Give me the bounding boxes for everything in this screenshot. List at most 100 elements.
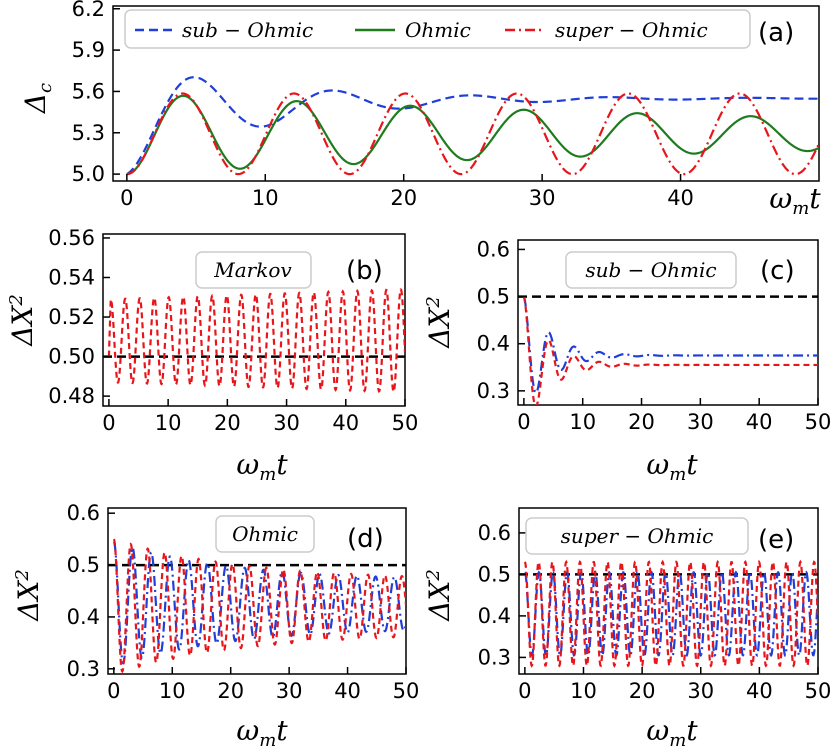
panel-e-ticks: 0 10 20 30 40 50 0.3 0.4 0.5 0.6 [478,521,830,703]
panel-a-legend: sub − Ohmic Ohmic super − Ohmic [124,9,751,49]
panel-d-ticks: 0 10 20 30 40 50 0.3 0.4 0.5 0.6 [67,501,420,703]
panel-c-xlabel: ωmt [646,448,698,485]
panel-c-tag: (c) [760,256,795,286]
y-tick-label: 5.9 [72,38,105,62]
panel-e-series [519,559,818,668]
y-tick-label: 0.6 [477,237,510,261]
panel-e-model-box [525,517,749,555]
x-tick-label: 10 [569,410,596,434]
panel-b-model-label: Markov [213,258,292,282]
panel-c-model-label: sub − Ohmic [585,258,716,282]
x-tick-label: 50 [393,679,420,703]
x-tick-label: 20 [217,679,244,703]
plot-area [519,559,818,668]
panel-b-xlabel: ωmt [236,448,288,485]
x-tick-label: 0 [120,186,133,210]
x-tick-label: 20 [628,410,655,434]
series-line [522,296,818,405]
x-tick-label: 10 [570,679,597,703]
panel-b-ticks: 0 10 20 30 40 50 0.48 0.50 0.52 0.54 0.56 [48,226,418,435]
x-tick-label: 10 [252,186,279,210]
x-tick-label: 10 [155,411,182,435]
panel-b-model-box [195,251,312,289]
x-tick-label: 0 [102,411,115,435]
x-tick-label: 40 [746,410,773,434]
x-tick-label: 30 [273,411,300,435]
series-line [523,559,818,668]
x-tick-label: 40 [332,411,359,435]
panel-d: 0 10 20 30 40 50 0.3 0.4 0.5 0.6 ΔX2 ωmt Ohmic (d… [12,501,419,749]
panel-a-series [126,76,819,176]
x-tick-label: 40 [667,186,694,210]
legend-label-ohmic: Ohmic [405,18,471,42]
panel-d-xlabel: ωmt [236,714,288,749]
panel-b-tag: (b) [346,256,383,286]
y-tick-label: 0.3 [478,645,511,669]
legend-box [124,9,751,49]
y-tick-label: 0.50 [48,345,95,369]
legend-label-sub-ohmic: sub − Ohmic [182,18,313,42]
panel-a-ticks: 0 10 20 30 40 5.0 5.3 5.6 5.9 6.2 [72,0,694,210]
plot-area [518,295,818,405]
x-tick-label: 50 [392,411,419,435]
plot-area [108,538,406,674]
x-tick-label: 40 [334,679,361,703]
panel-a-tag: (a) [758,18,794,48]
series-line [522,296,818,394]
x-tick-label: 20 [629,679,656,703]
x-tick-label: 50 [805,410,830,434]
x-tick-label: 30 [687,679,714,703]
y-tick-label: 0.6 [478,521,511,545]
panel-e-tag: (e) [758,525,794,555]
panel-a: 0 10 20 30 40 5.0 5.3 5.6 5.9 6.2 Δc ωmt sub − Oh… [19,0,821,219]
panel-c-frame [517,239,819,406]
y-tick-label: 5.3 [72,121,105,145]
panel-b-frame [102,233,406,407]
panel-c-ylabel: ΔX2 [423,296,456,349]
panel-d-series [108,538,406,674]
panel-e-frame [518,507,819,675]
panel-e-ylabel: ΔX2 [423,569,456,622]
x-tick-label: 30 [529,186,556,210]
panel-b: 0 10 20 30 40 500.480.500.520.540.56 ΔX2 ωmt … [6,226,418,485]
y-tick-label: 0.6 [67,501,100,525]
panel-c-model-box [565,251,737,289]
x-tick-label: 0 [517,410,530,434]
y-tick-label: 6.2 [72,0,105,21]
panel-d-model-label: Ohmic [232,522,298,546]
panel-a-xlabel: ωmt [769,182,821,219]
panel-a-frame [112,5,820,182]
y-tick-label: 0.4 [478,604,511,628]
x-tick-label: 40 [746,679,773,703]
panel-b-ylabel: ΔX2 [6,294,39,347]
panel-e: 0 10 20 30 40 50 0.3 0.4 0.5 0.6 ΔX2 ωmt super − … [423,507,830,749]
x-tick-label: 0 [518,679,531,703]
y-tick-label: 0.5 [478,562,511,586]
y-tick-label: 0.52 [48,305,95,329]
x-tick-label: 30 [687,410,714,434]
series-line [112,538,406,674]
plot-area [126,76,819,176]
y-tick-label: 0.3 [477,379,510,403]
y-tick-label: 0.54 [48,265,95,289]
x-tick-label: 20 [390,186,417,210]
y-tick-label: 0.3 [67,657,100,681]
panel-a-ylabel: Δc [19,83,56,114]
panel-b-series [103,288,405,394]
panel-e-model-label: super − Ohmic [561,524,714,548]
panel-c: 0 10 20 30 40 50 0.3 0.4 0.5 0.6 ΔX2 ωmt sub − Oh… [423,237,830,485]
x-tick-label: 50 [805,679,830,703]
x-tick-label: 30 [276,679,303,703]
x-tick-label: 20 [214,411,241,435]
panel-e-xlabel: ωmt [646,714,698,749]
y-tick-label: 0.4 [477,332,510,356]
y-tick-label: 5.0 [72,162,105,186]
panel-c-ticks: 0 10 20 30 40 50 0.3 0.4 0.5 0.6 [477,237,830,434]
x-tick-label: 0 [107,679,120,703]
y-tick-label: 0.56 [48,226,95,250]
y-tick-label: 0.4 [67,605,100,629]
y-tick-label: 0.48 [48,384,95,408]
y-tick-label: 0.5 [477,285,510,309]
panel-d-tag: (d) [347,524,384,554]
y-tick-label: 5.6 [72,79,105,103]
